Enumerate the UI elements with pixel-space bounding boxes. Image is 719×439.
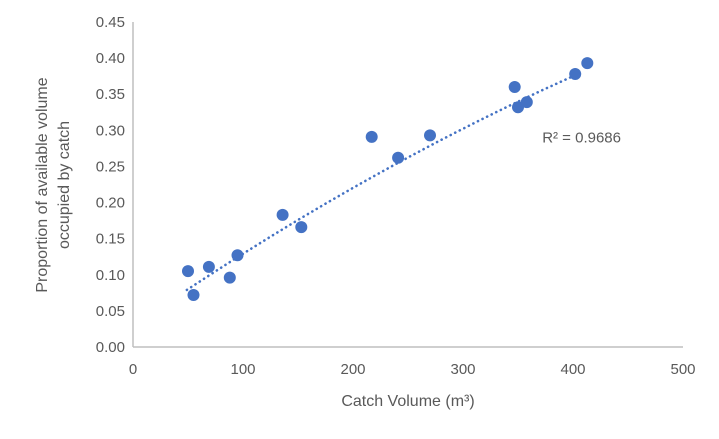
y-axis-ticks: 0.00 0.05 0.10 0.15 0.20 0.25 0.30 0.35 0.40 0.45 xyxy=(96,14,125,356)
y-tick-label: 0.40 xyxy=(96,50,125,67)
y-axis-title-line-1: Proportion of available volume xyxy=(34,77,51,292)
data-point xyxy=(231,249,244,262)
x-tick-label: 400 xyxy=(560,361,585,378)
y-tick-label: 0.35 xyxy=(96,86,125,103)
data-point xyxy=(202,260,215,273)
data-point xyxy=(520,96,533,109)
y-tick-label: 0.15 xyxy=(96,231,125,248)
data-point xyxy=(223,271,236,284)
x-tick-label: 200 xyxy=(340,361,365,378)
y-tick-label: 0.20 xyxy=(96,195,125,212)
data-point xyxy=(569,68,582,80)
y-axis-title-line-2: occupied by catch xyxy=(56,121,73,249)
x-axis-title: Catch Volume (m³) xyxy=(341,393,474,410)
data-point xyxy=(512,101,524,114)
y-tick-label: 0.25 xyxy=(96,158,125,175)
x-tick-label: 500 xyxy=(670,361,695,378)
data-point xyxy=(365,130,378,143)
r-squared-label: R² = 0.9686 xyxy=(542,130,621,147)
y-tick-label: 0.45 xyxy=(96,14,125,31)
x-tick-label: 100 xyxy=(230,361,255,378)
y-axis-title: Proportion of available volume occupied … xyxy=(34,77,73,292)
y-tick-label: 0.00 xyxy=(96,339,125,356)
data-point xyxy=(276,208,289,221)
x-axis-ticks: 0 100 200 300 400 500 xyxy=(129,361,696,378)
y-tick-label: 0.05 xyxy=(96,303,125,320)
y-tick-label: 0.30 xyxy=(96,122,125,139)
data-point xyxy=(182,265,194,278)
x-tick-label: 300 xyxy=(450,361,475,378)
data-point xyxy=(187,289,200,301)
data-point xyxy=(392,151,405,164)
data-point xyxy=(424,129,436,142)
data-point xyxy=(508,81,521,93)
y-tick-label: 0.10 xyxy=(96,267,125,284)
x-tick-label: 0 xyxy=(129,361,137,378)
data-point xyxy=(581,57,594,70)
data-point xyxy=(295,221,308,234)
data-points xyxy=(182,57,594,301)
axes xyxy=(132,22,683,348)
